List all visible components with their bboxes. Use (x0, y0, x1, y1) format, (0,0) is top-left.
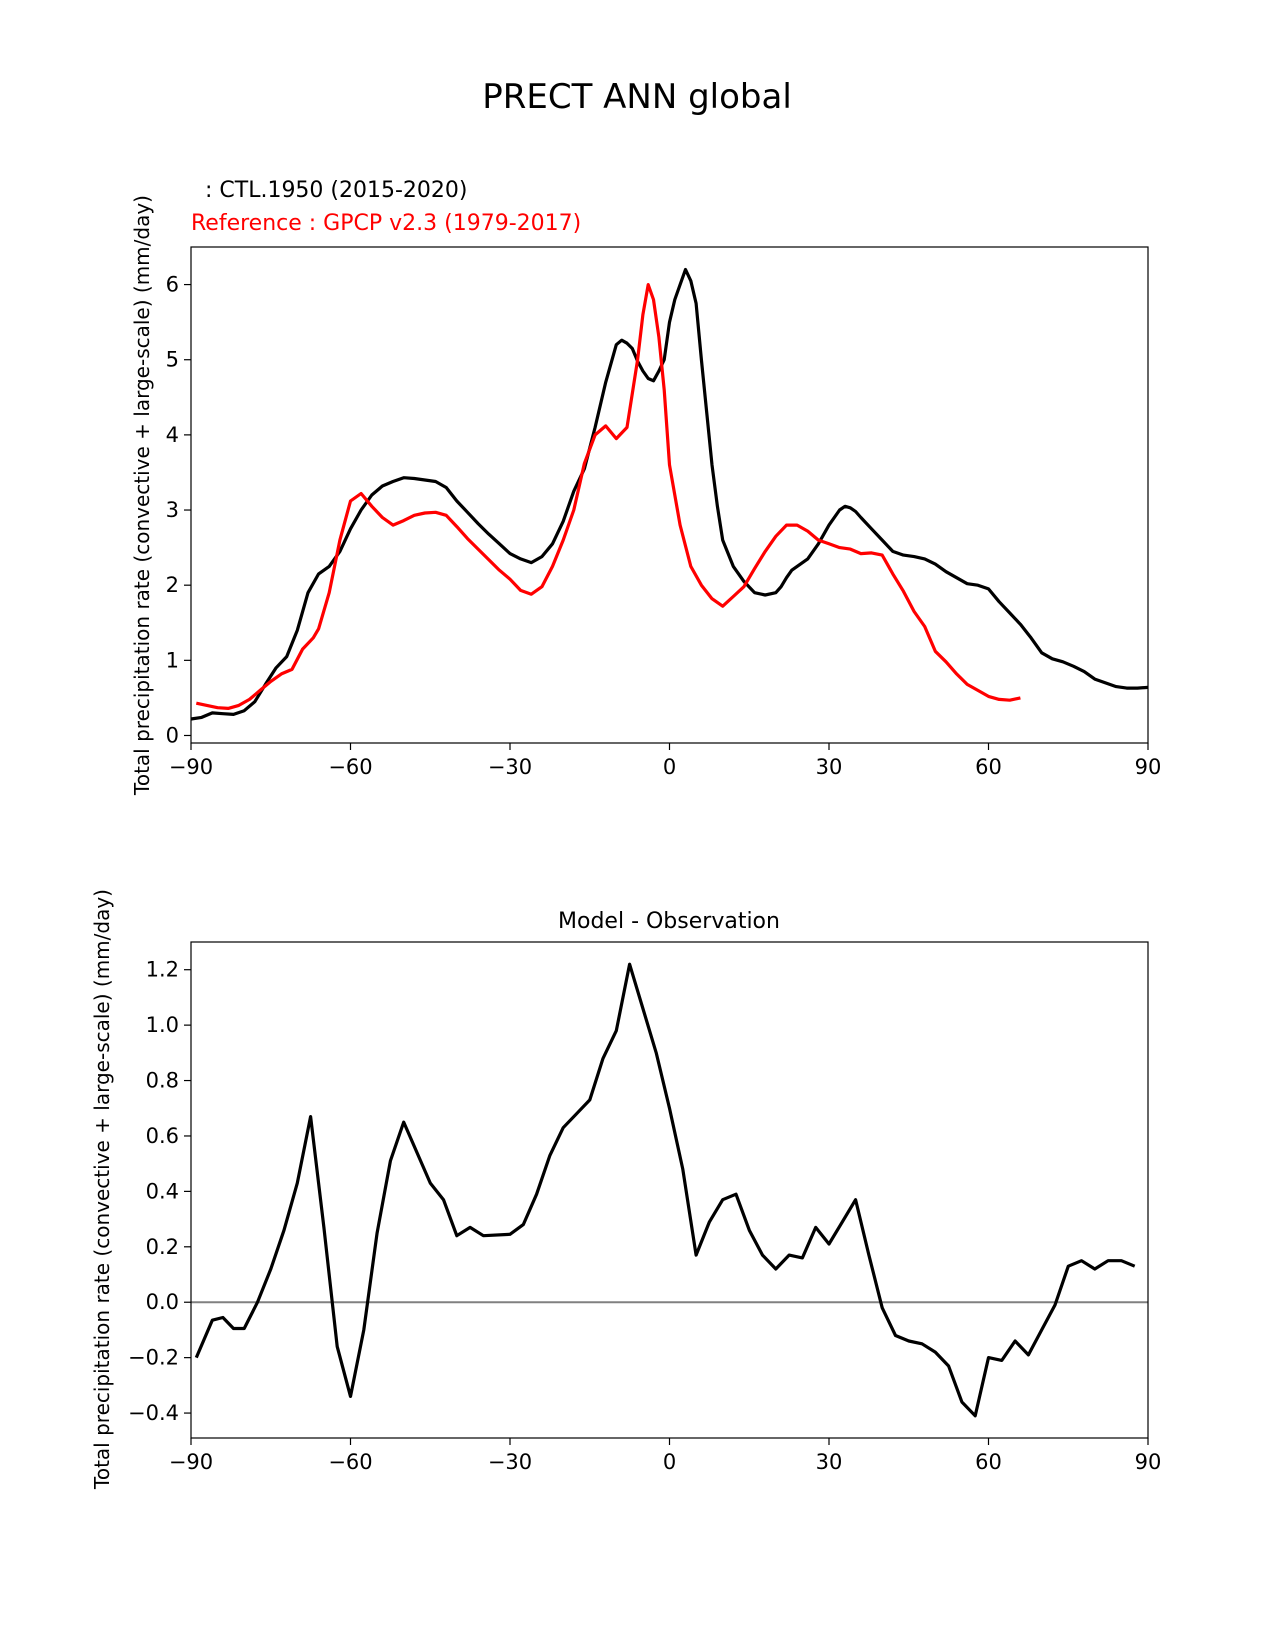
top-chart-panel: : CTL.1950 (2015-2020) Reference : GPCP … (130, 178, 1161, 796)
top-chart-ytick-label: 2 (166, 573, 179, 597)
top-chart-ytick-label: 6 (166, 273, 179, 297)
bottom-chart-frame (190, 941, 1149, 1439)
top-chart-xtick-label: 0 (663, 755, 676, 779)
bottom-chart-ytick-label: −0.2 (128, 1346, 179, 1370)
bottom-chart-ytick-label: 0.8 (146, 1069, 179, 1093)
top-chart-ytick-label: 3 (166, 498, 179, 522)
bottom-chart-xtick-label: −30 (488, 1450, 532, 1474)
bottom-chart-series-line-0 (194, 962, 1136, 1418)
bottom-chart-ytick-label: 0.2 (146, 1235, 179, 1259)
top-chart-xtick-label: 90 (1135, 755, 1162, 779)
top-chart-ytick-label: 5 (166, 348, 179, 372)
top-chart-ytick-label: 4 (166, 423, 179, 447)
bottom-chart-xtick-label: 0 (663, 1450, 676, 1474)
bottom-chart-ylabel: Total precipitation rate (convective + l… (90, 889, 114, 1490)
bottom-chart-ytick-label: 1.0 (146, 1013, 179, 1037)
top-chart-ytick-label: 1 (166, 648, 179, 672)
top-chart-series-line-0 (190, 267, 1149, 721)
top-chart-xtick-label: 60 (975, 755, 1002, 779)
bottom-chart-title: Model - Observation (558, 909, 780, 934)
bottom-chart-ytick-label: −0.4 (128, 1401, 179, 1425)
bottom-chart-ytick-label: 0.0 (146, 1290, 179, 1314)
bottom-chart-panel: Model - Observation Total precipitation … (90, 889, 1161, 1490)
bottom-chart-ytick-label: 1.2 (146, 958, 179, 982)
bottom-chart-xtick-label: 30 (816, 1450, 843, 1474)
top-chart-series (190, 267, 1149, 721)
legend-reference-label: Reference : GPCP v2.3 (1979-2017) (191, 211, 581, 236)
top-chart-series-line-1 (195, 283, 1021, 710)
bottom-chart-xtick-label: 60 (975, 1450, 1002, 1474)
figure-title: PRECT ANN global (482, 77, 792, 117)
bottom-chart-ytick-label: 0.6 (146, 1124, 179, 1148)
top-chart-xtick-label: −60 (328, 755, 372, 779)
top-chart-axes: −90 −60 −30 0 30 60 90 0 1 2 3 4 5 6 (166, 273, 1162, 779)
top-chart-xtick-label: 30 (816, 755, 843, 779)
bottom-chart-axes: −90 −60 −30 0 30 60 90 −0.4 −0.2 0.0 0.2 0.4 0.6 0.8 1… (128, 958, 1161, 1474)
bottom-chart-xtick-label: −60 (328, 1450, 372, 1474)
top-chart-frame (190, 246, 1149, 744)
top-chart-xtick-label: −90 (169, 755, 213, 779)
bottom-chart-series (191, 962, 1148, 1418)
top-chart-ylabel: Total precipitation rate (convective + l… (130, 195, 154, 796)
bottom-chart-ytick-label: 0.4 (146, 1179, 179, 1203)
top-chart-xtick-label: −30 (488, 755, 532, 779)
legend-test-label: : CTL.1950 (2015-2020) (191, 178, 468, 203)
top-chart-ytick-label: 0 (166, 723, 179, 747)
bottom-chart-xtick-label: 90 (1135, 1450, 1162, 1474)
bottom-chart-xtick-label: −90 (169, 1450, 213, 1474)
